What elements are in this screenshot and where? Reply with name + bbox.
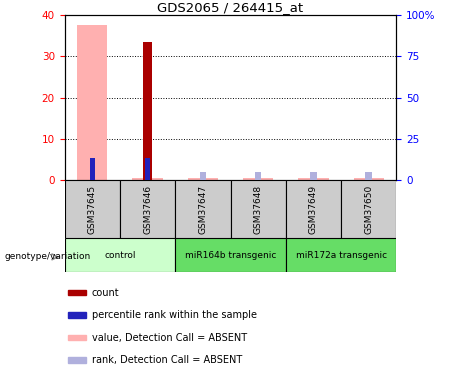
Title: GDS2065 / 264415_at: GDS2065 / 264415_at: [158, 1, 303, 14]
Bar: [286, 180, 341, 238]
Bar: [188, 178, 218, 180]
Text: count: count: [92, 288, 119, 297]
Text: control: control: [104, 251, 136, 260]
Text: GSM37648: GSM37648: [254, 184, 263, 234]
Text: value, Detection Call = ABSENT: value, Detection Call = ABSENT: [92, 333, 247, 342]
Bar: [243, 178, 273, 180]
Bar: [68, 335, 86, 340]
Bar: [90, 158, 95, 180]
Bar: [286, 238, 396, 272]
Bar: [145, 158, 150, 180]
Text: percentile rank within the sample: percentile rank within the sample: [92, 310, 257, 320]
Bar: [341, 180, 396, 238]
Text: GSM37649: GSM37649: [309, 184, 318, 234]
Text: miR164b transgenic: miR164b transgenic: [185, 251, 276, 260]
Bar: [120, 180, 175, 238]
Bar: [200, 172, 206, 180]
Text: miR172a transgenic: miR172a transgenic: [296, 251, 387, 260]
Bar: [175, 180, 230, 238]
Text: GSM37646: GSM37646: [143, 184, 152, 234]
Bar: [354, 178, 384, 180]
Bar: [175, 238, 286, 272]
Bar: [65, 180, 120, 238]
Bar: [68, 357, 86, 363]
Text: GSM37647: GSM37647: [198, 184, 207, 234]
Bar: [68, 312, 86, 318]
Bar: [230, 180, 286, 238]
Text: genotype/variation: genotype/variation: [5, 252, 91, 261]
Text: rank, Detection Call = ABSENT: rank, Detection Call = ABSENT: [92, 355, 242, 365]
Bar: [77, 26, 107, 180]
Bar: [142, 42, 153, 180]
Bar: [310, 172, 317, 180]
Bar: [298, 178, 329, 180]
Bar: [366, 172, 372, 180]
Bar: [68, 290, 86, 295]
Text: GSM37645: GSM37645: [88, 184, 97, 234]
Bar: [65, 238, 175, 272]
Text: GSM37650: GSM37650: [364, 184, 373, 234]
Bar: [132, 178, 163, 180]
Bar: [255, 172, 261, 180]
